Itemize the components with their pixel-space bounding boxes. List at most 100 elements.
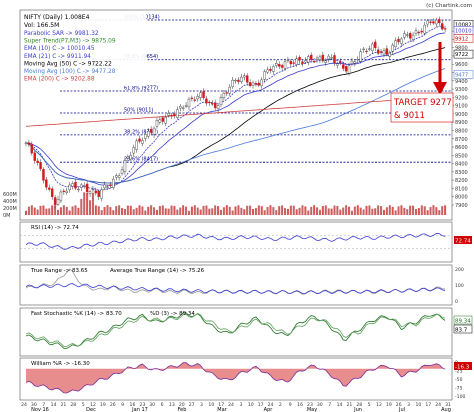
candle-body <box>91 188 95 191</box>
volume-bar <box>123 208 126 215</box>
candle-body <box>181 107 185 109</box>
candle-body <box>324 60 327 64</box>
candle-body <box>408 33 412 39</box>
candle-body <box>30 144 34 154</box>
candle-body <box>243 75 246 78</box>
candle-body <box>62 190 66 192</box>
volume-bar <box>333 205 336 215</box>
volume-bar <box>205 205 208 215</box>
volume-bar <box>112 210 115 215</box>
volume-bar <box>420 205 423 215</box>
volume-bar <box>260 206 263 215</box>
volume-bar <box>161 205 164 215</box>
volume-bar <box>353 206 356 215</box>
candle-body <box>280 65 284 68</box>
price-tick-label: 9800 <box>455 46 468 52</box>
candle-body <box>97 191 100 197</box>
volume-bar <box>263 210 266 215</box>
volume-bar <box>211 208 214 215</box>
candle-body <box>45 179 48 188</box>
candle-body <box>164 117 167 124</box>
volume-bar <box>27 206 30 215</box>
candle-body <box>406 34 409 36</box>
candle-body <box>304 60 307 63</box>
candle-body <box>176 109 179 118</box>
candle-body <box>344 66 348 72</box>
volume-bar <box>295 209 298 215</box>
volume-bar <box>132 209 135 215</box>
x-month-label: Nov 16 <box>31 407 49 412</box>
volume-bar <box>147 206 150 215</box>
stoch-value-2: 83.7 <box>455 328 468 334</box>
williams-line <box>25 362 446 394</box>
tr-legend-1: True Range -> 83.65 <box>30 268 88 274</box>
candle-body <box>435 19 438 25</box>
volume-tick-label: 200M <box>3 206 17 212</box>
fib-label: 38.2% (8747) <box>124 129 158 135</box>
volume-bar <box>298 207 301 215</box>
rsi-value: 72.74 <box>455 239 471 245</box>
volume-bar <box>68 210 71 215</box>
candle-body <box>231 79 234 87</box>
candle-body <box>135 140 138 150</box>
candle-body <box>266 69 269 73</box>
candle-body <box>129 154 132 160</box>
volume-bar <box>281 205 284 215</box>
atr-line <box>25 283 446 295</box>
volume-bar <box>388 205 391 215</box>
candle-body <box>219 97 223 105</box>
volume-bar <box>313 205 316 215</box>
volume-bar <box>257 205 260 215</box>
candle-body <box>126 156 130 159</box>
volume-bar <box>65 206 68 215</box>
price-tick-label: 8000 <box>455 195 468 201</box>
candle-body <box>315 57 319 60</box>
volume-bar <box>33 207 36 215</box>
x-month-label: Jan 17 <box>131 407 148 412</box>
candle-body <box>112 178 115 188</box>
volume-bar <box>164 208 167 215</box>
volume-bar <box>362 209 365 215</box>
tr-panel <box>19 264 453 306</box>
price-box-label: 10010 <box>455 28 472 34</box>
stoch-d-line <box>25 312 446 347</box>
candle-body <box>199 92 202 98</box>
x-day-tick: 21 <box>61 402 67 408</box>
volume-bar <box>106 205 109 215</box>
candle-body <box>184 105 188 107</box>
volume-bar <box>170 205 173 215</box>
target-arrow-head <box>433 82 447 95</box>
candle-body <box>173 113 176 116</box>
volume-bar <box>246 205 249 215</box>
x-month-label: Apr <box>264 407 274 412</box>
volume-bar <box>249 205 252 215</box>
target-line-2: & 9011 <box>394 111 425 121</box>
volume-bar <box>182 205 185 215</box>
candle-body <box>394 40 397 48</box>
volume-bar <box>286 208 289 215</box>
volume-bar <box>190 206 193 215</box>
candle-body <box>272 66 275 72</box>
volume-bar <box>48 208 51 215</box>
volume-bar <box>441 206 444 215</box>
x-day-tick: 14 <box>51 402 57 408</box>
x-day-tick: 28 <box>356 402 362 408</box>
x-day-tick: 10 <box>248 402 254 408</box>
candle-body <box>71 183 74 187</box>
stoch-value-box-2 <box>453 324 473 334</box>
x-day-tick: 5 <box>368 402 371 408</box>
price-tick-label: 8900 <box>455 120 468 126</box>
legend-entry: Moving Avg (50) C -> 9722.22 <box>24 61 112 67</box>
volume-bar <box>219 209 223 215</box>
tr-legend-2: Average True Range (14) -> 75.26 <box>110 268 205 274</box>
volume-bar <box>225 205 228 215</box>
volume-bar <box>129 205 132 215</box>
x-day-tick: 3 <box>239 402 242 408</box>
volume-bar <box>310 206 313 215</box>
candle-body <box>85 183 89 193</box>
volume-bar <box>284 208 287 215</box>
x-day-tick: 28 <box>70 402 76 408</box>
x-day-tick: 17 <box>258 402 264 408</box>
x-day-tick: 12 <box>90 402 96 408</box>
candle-body <box>50 188 54 197</box>
